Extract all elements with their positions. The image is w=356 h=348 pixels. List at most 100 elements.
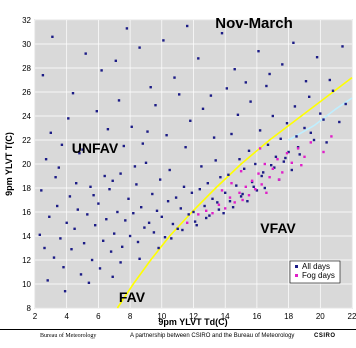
data-point-all-days [258, 129, 262, 132]
data-point-all-days [154, 104, 157, 107]
y-tick-label: 12 [22, 256, 31, 265]
data-point-all-days [157, 246, 160, 250]
data-point-all-days [147, 221, 151, 224]
boundary-curve-light-blue [288, 97, 353, 141]
data-point-all-days [271, 114, 274, 118]
data-point-all-days [189, 119, 192, 122]
data-point-all-days [102, 239, 105, 242]
data-point-all-days [82, 242, 86, 245]
data-point-fog-days [281, 171, 284, 174]
data-point-all-days [192, 210, 195, 214]
data-point-all-days [214, 159, 217, 162]
data-point-all-days [90, 258, 94, 262]
footer-csiro-logo: CSIRO [314, 333, 336, 339]
data-point-all-days [92, 194, 95, 197]
data-point-all-days [244, 81, 247, 84]
data-point-all-days [111, 275, 114, 278]
data-point-all-days [57, 166, 60, 169]
data-point-all-days [178, 93, 181, 96]
data-point-all-days [114, 59, 117, 62]
data-point-all-days [344, 102, 347, 106]
data-point-all-days [322, 118, 325, 121]
data-point-all-days [130, 125, 133, 128]
data-point-all-days [109, 250, 113, 253]
data-point-all-days [128, 234, 132, 238]
chart-title: Nov-March [215, 15, 293, 32]
y-tick-label: 24 [22, 112, 31, 121]
data-point-all-days [227, 173, 230, 176]
data-point-all-days [56, 204, 59, 208]
data-point-all-days [143, 226, 146, 229]
x-tick-label: 10 [157, 312, 166, 321]
data-point-all-days [298, 153, 301, 156]
data-point-all-days [87, 281, 91, 284]
data-point-all-days [68, 195, 72, 198]
data-point-all-days [84, 52, 87, 55]
data-point-fog-days [233, 201, 236, 204]
data-point-all-days [219, 176, 222, 179]
x-tick-label: 8 [128, 312, 133, 321]
data-point-all-days [295, 135, 298, 138]
data-point-all-days [205, 216, 208, 220]
data-point-fog-days [309, 141, 312, 144]
data-point-all-days [60, 143, 64, 146]
x-tick-label: 14 [221, 312, 230, 321]
data-point-fog-days [300, 164, 303, 167]
data-point-all-days [94, 224, 97, 227]
data-point-all-days [341, 45, 344, 48]
data-point-all-days [160, 215, 163, 218]
data-point-all-days [163, 236, 167, 239]
data-point-fog-days [217, 203, 221, 206]
data-point-fog-days [265, 191, 268, 194]
data-point-all-days [106, 128, 110, 131]
y-tick-label: 20 [22, 160, 31, 169]
x-tick-label: 12 [189, 312, 198, 321]
data-point-all-days [111, 179, 114, 182]
data-point-all-days [170, 237, 173, 240]
data-point-all-days [266, 143, 270, 146]
y-tick-label: 18 [22, 184, 31, 193]
data-point-all-days [162, 39, 165, 42]
data-point-all-days [95, 110, 98, 113]
data-point-fog-days [244, 185, 247, 188]
data-point-all-days [176, 227, 179, 230]
data-point-all-days [133, 165, 137, 168]
data-point-all-days [141, 142, 144, 145]
data-point-all-days [270, 164, 273, 167]
x-tick-label: 22 [348, 312, 356, 321]
data-point-all-days [197, 57, 200, 60]
data-point-all-days [315, 56, 319, 59]
data-point-all-days [195, 224, 198, 227]
data-point-all-days [181, 228, 184, 232]
data-point-all-days [113, 232, 116, 235]
data-point-all-days [100, 69, 103, 72]
region-label-fav: FAV [119, 289, 146, 305]
data-point-all-days [174, 196, 178, 199]
data-point-fog-days [263, 162, 266, 166]
y-tick-label: 8 [27, 304, 32, 313]
data-point-all-days [220, 32, 224, 35]
data-point-fog-days [254, 188, 257, 191]
data-point-all-days [203, 204, 206, 208]
data-point-all-days [263, 186, 266, 190]
footer-bureau-label: Bureau of Meteorology [40, 333, 97, 339]
data-point-fog-days [239, 170, 243, 173]
data-point-all-days [281, 63, 284, 66]
data-point-fog-days [230, 182, 233, 185]
data-point-all-days [166, 200, 170, 203]
data-point-all-days [257, 50, 260, 53]
data-point-all-days [152, 231, 156, 234]
data-point-all-days [38, 233, 41, 236]
data-point-all-days [319, 112, 322, 115]
data-point-all-days [249, 100, 252, 103]
data-point-all-days [273, 166, 276, 169]
data-point-all-days [212, 136, 216, 139]
data-point-fog-days [205, 209, 208, 212]
data-point-all-days [75, 182, 78, 185]
data-point-all-days [73, 227, 76, 230]
data-point-all-days [217, 208, 221, 211]
data-point-all-days [138, 46, 141, 49]
data-point-all-days [78, 152, 81, 155]
data-point-all-days [208, 214, 211, 217]
data-point-all-days [290, 168, 293, 172]
